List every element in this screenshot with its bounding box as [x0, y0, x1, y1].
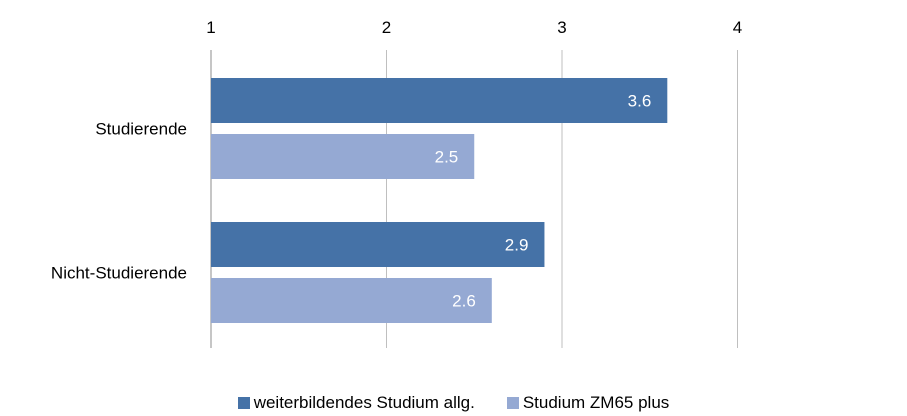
data-label-series-1-nicht-studierende: 2.9 — [505, 236, 529, 255]
data-label-series-1-studierende: 3.6 — [628, 92, 652, 111]
legend-label-series-2: Studium ZM65 plus — [522, 393, 670, 412]
legend: weiterbildendes Studium allg. Studium ZM… — [0, 390, 907, 416]
bar-series-1-studierende — [211, 78, 668, 123]
legend-item-series-2: Studium ZM65 plus — [506, 393, 670, 413]
bar-series-2-nicht-studierende — [211, 278, 492, 323]
bar-series-1-nicht-studierende — [211, 222, 545, 267]
legend-swatch-series-2 — [506, 397, 519, 409]
bar-series-2-studierende — [211, 134, 475, 179]
x-tick-label-2: 2 — [382, 18, 391, 37]
legend-swatch-series-1 — [237, 397, 250, 409]
data-label-series-2-nicht-studierende: 2.6 — [452, 292, 476, 311]
x-tick-label-1: 1 — [206, 18, 215, 37]
x-tick-label-3: 3 — [557, 18, 566, 37]
bar-chart: 12345StudierendeNicht-Studierende3.62.92… — [51, 18, 742, 348]
category-label-1: Studierende — [95, 120, 187, 139]
category-label-2: Nicht-Studierende — [51, 264, 187, 283]
legend-item-series-1: weiterbildendes Studium allg. — [237, 393, 475, 413]
x-tick-label-4: 4 — [733, 18, 742, 37]
data-label-series-2-studierende: 2.5 — [435, 148, 459, 167]
legend-label-series-1: weiterbildendes Studium allg. — [253, 393, 475, 412]
